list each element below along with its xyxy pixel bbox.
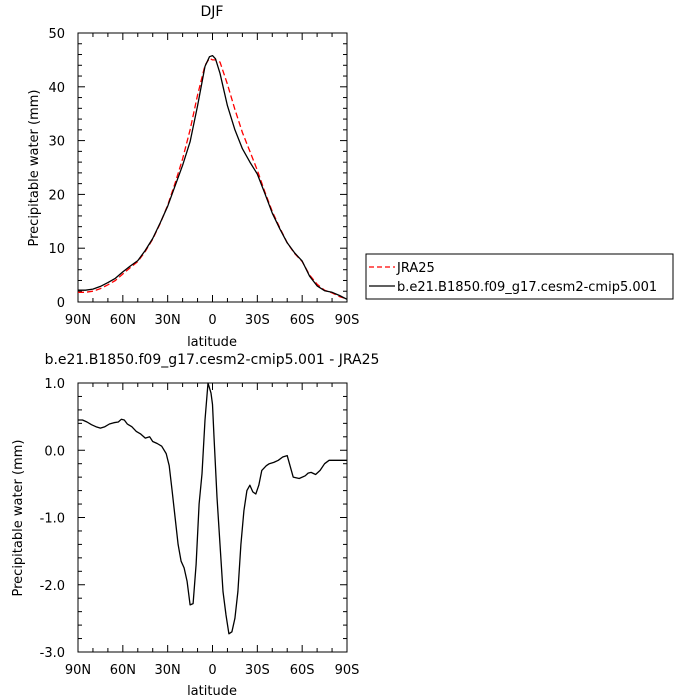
top-x-tick-label: 30N bbox=[155, 313, 181, 328]
bottom-x-tick-label: 90S bbox=[335, 663, 360, 678]
bottom-x-tick-label: 90N bbox=[65, 663, 91, 678]
bottom-x-tick-label: 0 bbox=[208, 663, 216, 678]
top-y-tick-label: 10 bbox=[48, 242, 65, 257]
bottom-series-line-1 bbox=[78, 382, 347, 635]
top-panel: DJF 90N 60N 30N 0 30S 60S 90S 0 10 20 30 40 50 latit… bbox=[27, 4, 359, 350]
bottom-y-axis-label: Precipitable water (mm) bbox=[11, 440, 26, 597]
legend-label-jra25: JRA25 bbox=[396, 261, 435, 276]
bottom-y-tick-label: 1.0 bbox=[44, 377, 65, 392]
top-y-tick-label: 0 bbox=[57, 296, 65, 311]
top-panel-title: DJF bbox=[201, 4, 224, 20]
bottom-y-tick-label: 0.0 bbox=[44, 444, 65, 459]
top-y-tick-label: 20 bbox=[48, 188, 65, 203]
bottom-panel-title: b.e21.B1850.f09_g17.cesm2-cmip5.001 - JR… bbox=[45, 352, 380, 368]
top-y-tick-label: 50 bbox=[48, 27, 65, 42]
bottom-x-tick-label: 60S bbox=[290, 663, 315, 678]
bottom-axis-ticks: 90N 60N 30N 0 30S 60S 90S 1.0 0.0 -1.0 -2.0 -3.0 bbox=[40, 377, 360, 678]
bottom-panel: b.e21.B1850.f09_g17.cesm2-cmip5.001 - JR… bbox=[11, 352, 379, 699]
bottom-y-tick-label: -3.0 bbox=[40, 646, 65, 661]
top-x-tick-label: 90S bbox=[335, 313, 360, 328]
legend-label-cesm2: b.e21.B1850.f09_g17.cesm2-cmip5.001 bbox=[397, 280, 657, 295]
top-x-tick-label: 90N bbox=[65, 313, 91, 328]
top-y-axis-label: Precipitable water (mm) bbox=[27, 90, 42, 247]
top-x-tick-label: 0 bbox=[208, 313, 216, 328]
bottom-x-tick-label: 60N bbox=[110, 663, 136, 678]
legend: JRA25 b.e21.B1850.f09_g17.cesm2-cmip5.00… bbox=[365, 253, 674, 300]
bottom-x-axis-label: latitude bbox=[187, 684, 237, 699]
top-y-tick-label: 40 bbox=[48, 81, 65, 96]
top-x-axis-label: latitude bbox=[187, 335, 237, 350]
bottom-series-group bbox=[78, 382, 347, 635]
top-series-group bbox=[78, 54, 348, 300]
bottom-x-tick-label: 30S bbox=[245, 663, 270, 678]
top-axis-ticks: 90N 60N 30N 0 30S 60S 90S 0 10 20 30 40 50 bbox=[48, 27, 359, 328]
bottom-plot-frame bbox=[77, 382, 348, 653]
top-plot-frame bbox=[77, 32, 348, 303]
top-y-tick-label: 30 bbox=[48, 135, 65, 150]
bottom-x-tick-label: 30N bbox=[155, 663, 181, 678]
bottom-y-tick-label: -1.0 bbox=[40, 512, 65, 527]
top-series-line-2 bbox=[78, 54, 348, 300]
top-x-tick-label: 60N bbox=[110, 313, 136, 328]
bottom-y-tick-label: -2.0 bbox=[40, 579, 65, 594]
top-x-tick-label: 60S bbox=[290, 313, 315, 328]
top-series-line-1 bbox=[78, 57, 348, 300]
legend-box bbox=[365, 253, 674, 300]
top-x-tick-label: 30S bbox=[245, 313, 270, 328]
